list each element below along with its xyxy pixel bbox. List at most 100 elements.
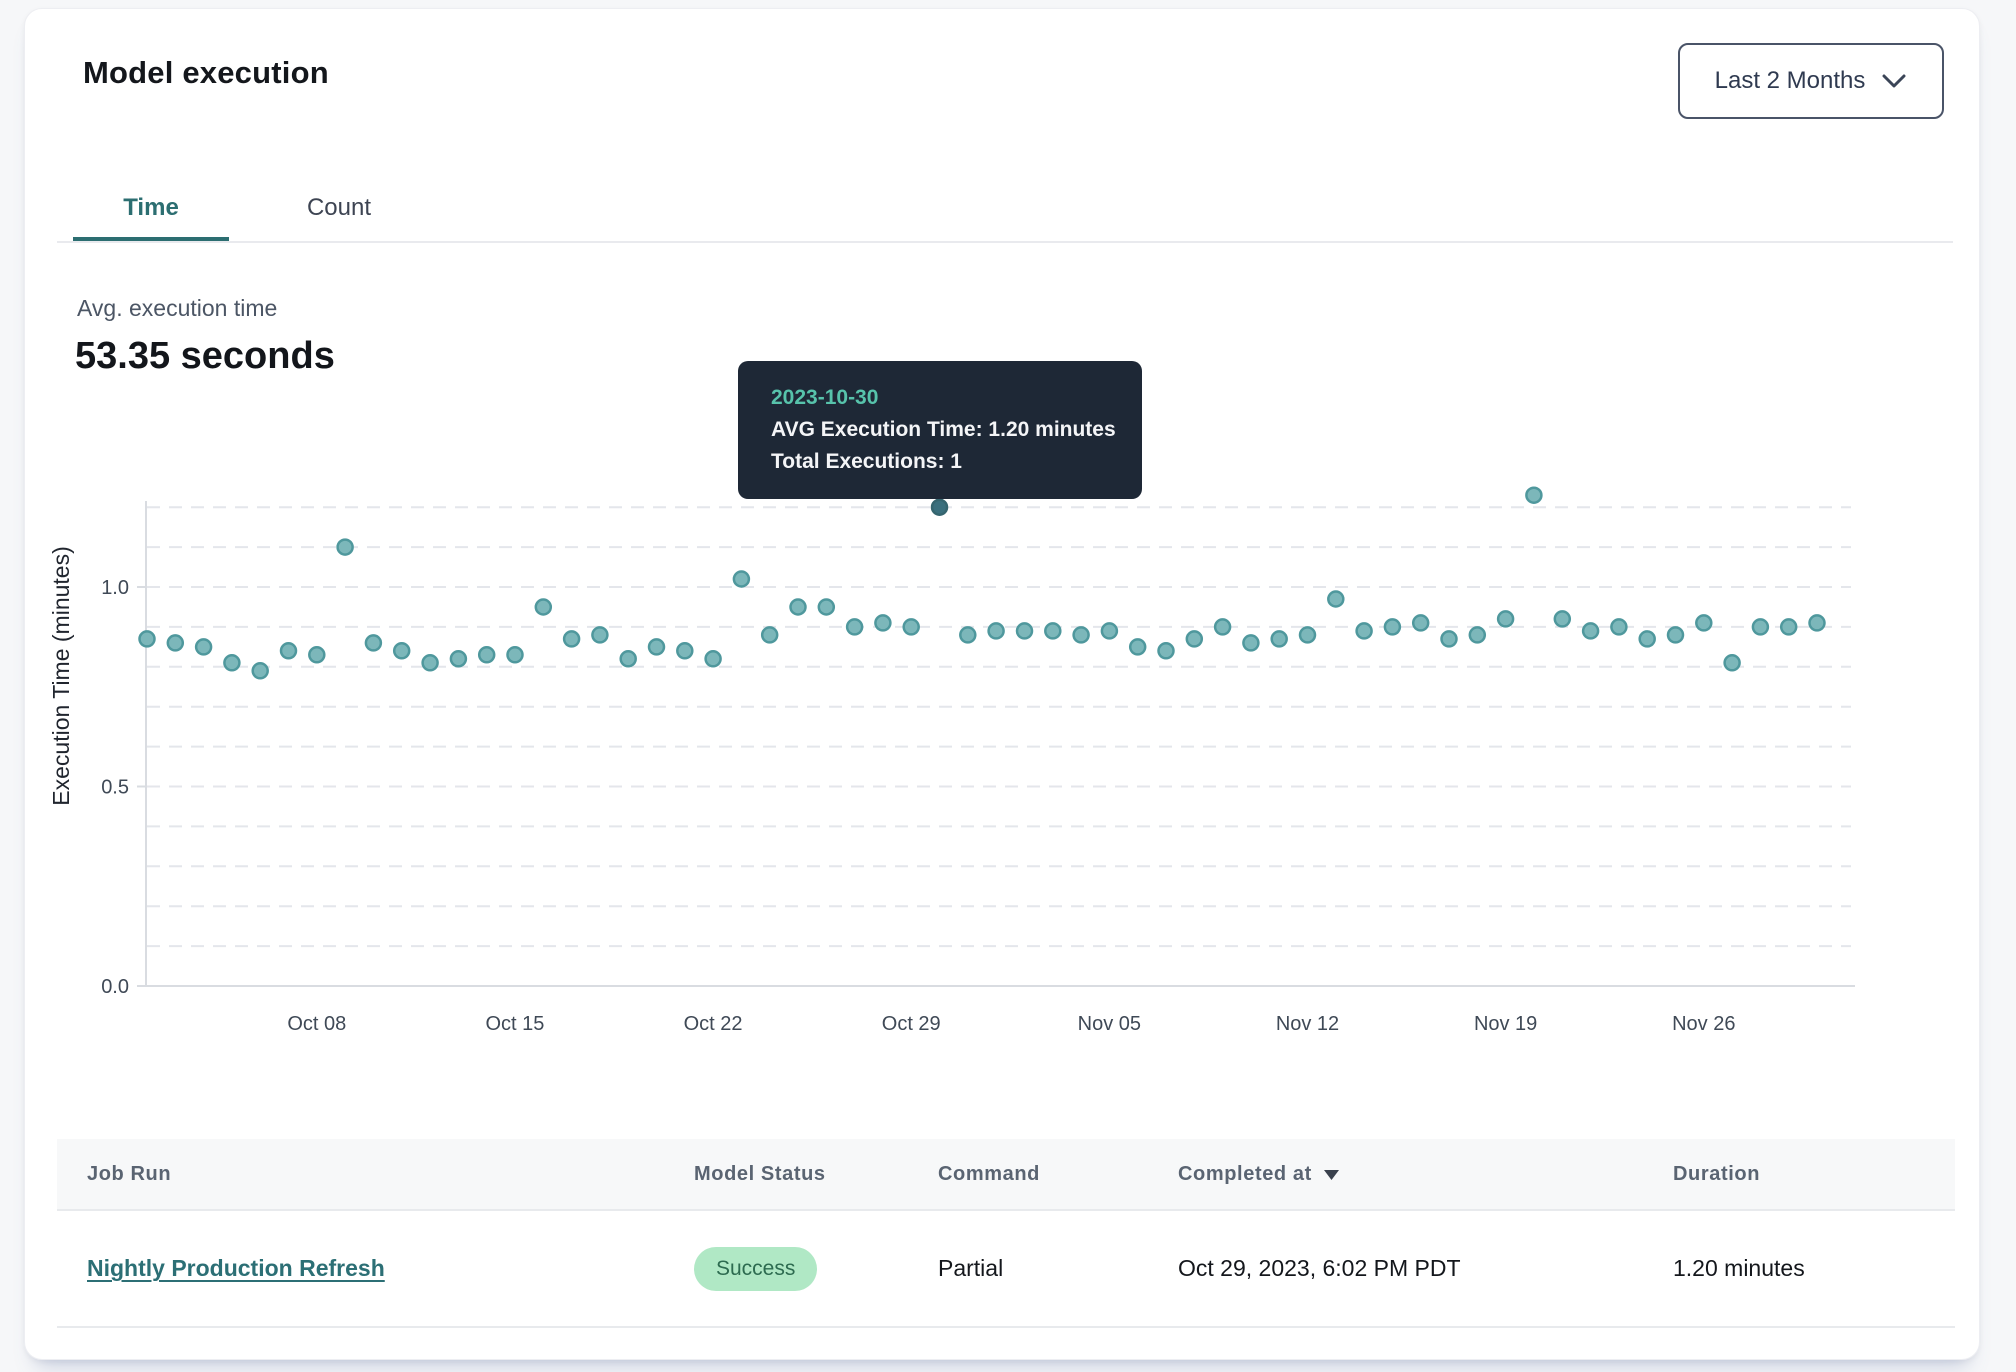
data-point[interactable] [506,646,524,664]
data-point[interactable] [1440,630,1458,648]
data-point[interactable] [676,642,694,660]
x-tick-label: Nov 12 [1276,1013,1339,1035]
y-tick-label: 0.0 [101,976,129,998]
avg-execution-time-value: 53.35 seconds [75,335,335,377]
data-point[interactable] [845,618,864,636]
column-header-completed-at[interactable]: Completed at [1178,1163,1673,1186]
y-tick-label: 1.0 [101,577,129,599]
data-point[interactable] [449,650,468,668]
data-point[interactable] [619,650,637,668]
table-row: Nightly Production Refresh Success Parti… [57,1211,1955,1328]
data-point[interactable] [279,642,298,660]
data-point[interactable] [1044,622,1062,640]
column-header-job-run[interactable]: Job Run [87,1162,172,1185]
data-point[interactable] [1553,610,1572,628]
tabs-divider [57,241,1953,243]
data-point[interactable] [166,634,185,652]
completed-at-cell: Oct 29, 2023, 6:02 PM PDT [1178,1255,1461,1281]
data-point[interactable] [1751,618,1770,636]
data-point[interactable] [1638,630,1656,648]
data-point[interactable] [1157,642,1175,660]
job-run-link[interactable]: Nightly Production Refresh [87,1255,385,1281]
data-point[interactable] [959,626,977,644]
x-tick-label: Nov 26 [1672,1013,1735,1035]
x-tick-label: Oct 29 [882,1013,941,1035]
data-point[interactable] [1411,614,1430,632]
data-point[interactable] [364,634,383,652]
data-point[interactable] [647,638,666,656]
data-point[interactable] [308,646,326,664]
table-header-row: Job Run Model Status Command Completed a… [57,1139,1955,1211]
page-title: Model execution [83,55,329,90]
data-point[interactable] [251,662,269,680]
data-point[interactable] [817,598,836,616]
data-point-highlighted[interactable] [930,498,949,516]
data-point[interactable] [1525,486,1543,504]
data-point[interactable] [194,638,213,656]
data-point[interactable] [874,614,892,632]
data-point[interactable] [138,630,156,648]
column-header-model-status[interactable]: Model Status [694,1162,826,1185]
data-point[interactable] [1355,622,1373,640]
data-point[interactable] [1383,618,1402,636]
data-point[interactable] [987,622,1005,640]
data-point[interactable] [1327,590,1345,608]
data-point[interactable] [1496,610,1515,628]
data-point[interactable] [477,646,496,664]
data-point[interactable] [732,570,751,588]
data-point[interactable] [1072,626,1090,644]
data-point[interactable] [223,654,241,672]
data-point[interactable] [1015,622,1034,640]
date-range-dropdown[interactable]: Last 2 Months [1678,43,1944,119]
execution-time-scatter-chart: 0.0 0.5 1.0 Oct 08 Oct 15 Oct 22 Oct 29 Nov 05 N… [48,486,1855,1035]
data-point[interactable] [902,618,920,636]
data-point[interactable] [1779,618,1798,636]
data-point[interactable] [421,654,439,672]
data-point[interactable] [1298,626,1317,644]
chart-tooltip: 2023-10-30 AVG Execution Time: 1.20 minu… [738,361,1142,499]
data-point[interactable] [534,598,553,616]
data-point[interactable] [789,598,807,616]
y-tick-label: 0.5 [101,777,129,799]
data-point[interactable] [1581,622,1600,640]
data-point[interactable] [1723,654,1741,672]
data-point[interactable] [591,626,609,644]
command-cell: Partial [938,1255,1004,1281]
data-point[interactable] [1808,614,1826,632]
column-header-duration[interactable]: Duration [1673,1162,1761,1185]
data-point[interactable] [336,538,354,556]
data-point[interactable] [1128,638,1147,656]
data-point[interactable] [1695,614,1713,632]
date-range-label: Last 2 Months [1714,67,1866,94]
data-point[interactable] [1610,618,1628,636]
data-point[interactable] [1213,618,1232,636]
chart-tabs: Time Count [73,179,401,237]
tooltip-total-executions: Total Executions: 1 [771,450,962,473]
data-point[interactable] [704,650,722,668]
data-point[interactable] [760,626,779,644]
tab-time[interactable]: Time [123,194,179,221]
duration-cell: 1.20 minutes [1673,1255,1805,1281]
avg-execution-time-label: Avg. execution time [77,295,278,321]
tab-count[interactable]: Count [306,194,372,221]
status-badge: Success [694,1246,818,1291]
data-point[interactable] [392,642,411,660]
data-point[interactable] [1468,626,1487,644]
chevron-down-icon [1881,73,1907,89]
data-point[interactable] [1666,626,1685,644]
model-execution-card: Model execution Last 2 Months Time Count… [24,8,1980,1360]
tooltip-avg-execution-time: AVG Execution Time: 1.20 minutes [771,418,1116,441]
data-point[interactable] [1185,630,1204,648]
data-point[interactable] [562,630,581,648]
x-tick-label: Oct 08 [287,1013,346,1035]
data-point[interactable] [1100,622,1119,640]
y-axis-title: Execution Time (minutes) [48,546,74,805]
x-tick-label: Nov 19 [1474,1013,1537,1035]
x-tick-label: Nov 05 [1078,1013,1141,1035]
data-point[interactable] [1270,630,1288,648]
x-tick-label: Oct 22 [684,1013,743,1035]
data-point[interactable] [1242,634,1260,652]
job-runs-table: Job Run Model Status Command Completed a… [57,1139,1955,1328]
column-header-command[interactable]: Command [938,1162,1040,1185]
sort-desc-icon[interactable] [1323,1163,1339,1186]
